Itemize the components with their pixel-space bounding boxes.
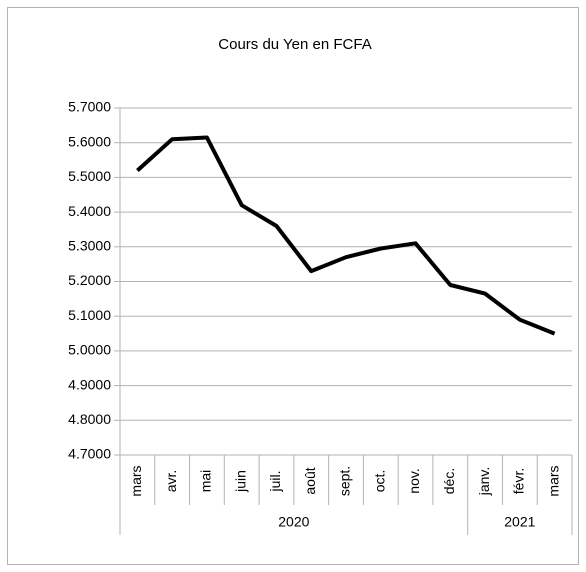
y-tick-label: 4.8000 <box>68 411 111 427</box>
y-tick-label: 5.6000 <box>68 133 111 149</box>
x-tick-label: nov. <box>406 468 422 493</box>
x-tick-label: mai <box>198 470 214 493</box>
x-tick-label: mars <box>128 465 144 496</box>
group-label: 2020 <box>278 514 309 530</box>
y-tick-label: 5.2000 <box>68 272 111 288</box>
y-tick-label: 5.0000 <box>68 342 111 358</box>
y-tick-label: 5.1000 <box>68 307 111 323</box>
y-tick-label: 5.7000 <box>68 99 111 115</box>
chart-title: Cours du Yen en FCFA <box>218 36 371 53</box>
x-tick-label: juin <box>232 470 248 493</box>
data-line <box>136 135 556 336</box>
x-tick-label: janv. <box>476 467 492 497</box>
group-label: 2021 <box>504 514 535 530</box>
x-tick-label: août <box>302 467 318 494</box>
x-tick-label: juil. <box>267 470 283 492</box>
x-tick-label: avr. <box>163 470 179 493</box>
y-tick-label: 5.5000 <box>68 168 111 184</box>
x-tick-label: mars <box>545 465 561 496</box>
x-tick-label: sept. <box>337 466 353 496</box>
chart-frame <box>7 7 579 565</box>
x-tick-label: févr. <box>511 468 527 494</box>
x-tick-label: oct. <box>371 470 387 493</box>
y-tick-label: 5.3000 <box>68 238 111 254</box>
x-tick-label: déc. <box>441 468 457 494</box>
y-tick-label: 5.4000 <box>68 203 111 219</box>
y-tick-label: 4.9000 <box>68 376 111 392</box>
y-tick-label: 4.7000 <box>68 446 111 462</box>
